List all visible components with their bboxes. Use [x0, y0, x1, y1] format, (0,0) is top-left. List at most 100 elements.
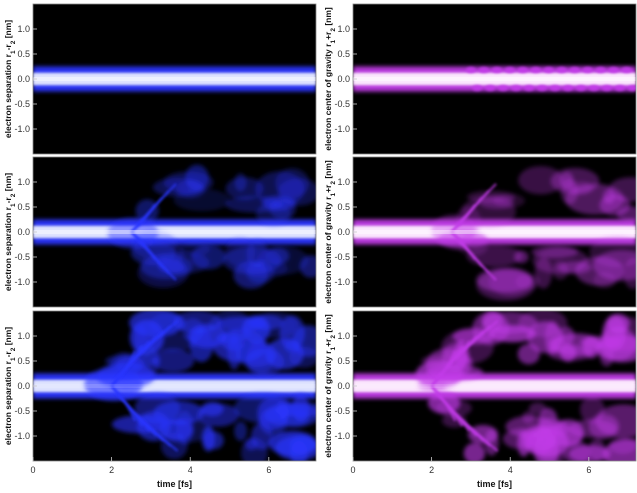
center-line: [353, 384, 636, 388]
center-line: [353, 230, 636, 234]
wavepacket-streak: [245, 438, 258, 451]
y-tick-label: -1.0: [334, 277, 350, 287]
x-tick-label: 0: [350, 465, 355, 475]
wavepacket-streak: [200, 401, 224, 417]
wavepacket-streak: [284, 339, 301, 354]
wavepacket-streak: [149, 312, 187, 335]
wavepacket-streak: [246, 342, 275, 375]
heatmap-panel-r3-c1: [32, 310, 317, 462]
oscillation-lobe: [550, 85, 561, 91]
heatmap-panel-r1-c2: [352, 3, 637, 155]
wavepacket-fan-line: [450, 231, 497, 281]
y-tick-label: -1.0: [14, 431, 30, 441]
y-tick-label: -1.0: [334, 431, 350, 441]
y-tick-label: -0.5: [334, 406, 350, 416]
oscillation-lobe: [498, 85, 509, 91]
x-tick-label: 6: [586, 465, 591, 475]
y-tick-label: 0.0: [17, 227, 30, 237]
y-tick-label: 0.5: [17, 356, 30, 366]
wavepacket-streak: [608, 177, 636, 202]
heatmap-panel-r3-c2: [352, 310, 637, 462]
wavepacket-streak: [518, 311, 568, 338]
wavepacket-streak: [493, 193, 525, 208]
oscillation-lobe: [504, 67, 515, 73]
oscillation-lobe: [627, 85, 636, 91]
wavepacket-streak: [151, 348, 195, 373]
wavepacket-streak: [438, 229, 488, 250]
y-axis-label: electron center of gravity r1+r2 [nm]: [323, 160, 337, 304]
wavepacket-streak: [246, 261, 275, 284]
wavepacket-streak: [552, 261, 569, 280]
oscillation-lobe: [621, 67, 632, 73]
x-axis-label: time [fs]: [477, 479, 512, 489]
oscillation-lobe: [530, 67, 541, 73]
y-tick-label: -0.5: [14, 99, 30, 109]
y-tick-label: -1.0: [334, 124, 350, 134]
wavepacket-fan-line: [450, 183, 497, 233]
y-tick-label: 0.0: [337, 74, 350, 84]
oscillation-lobe: [582, 67, 593, 73]
y-tick-label: 0.0: [337, 381, 350, 391]
y-tick-label: -0.5: [14, 252, 30, 262]
wavepacket-fan-line: [430, 385, 499, 452]
wavepacket-streak: [203, 431, 224, 450]
x-tick-label: 4: [508, 465, 513, 475]
oscillation-lobe: [569, 67, 580, 73]
wavepacket-streak: [582, 335, 601, 359]
center-line: [33, 384, 316, 388]
y-tick-label: 0.5: [337, 202, 350, 212]
center-line: [33, 77, 316, 81]
wavepacket-fan-line: [130, 183, 177, 233]
wavepacket-streak: [568, 181, 593, 195]
heatmap-panel-r2-c2: [352, 156, 637, 308]
y-tick-label: 0.5: [337, 356, 350, 366]
oscillation-lobe: [588, 85, 599, 91]
oscillation-lobe: [537, 85, 548, 91]
oscillation-lobe: [478, 67, 489, 73]
center-line: [353, 77, 636, 81]
wavepacket-streak: [131, 229, 177, 259]
oscillation-lobe: [563, 85, 574, 91]
y-axis-label: electron separation r1-r2 [nm]: [3, 327, 17, 445]
heatmap-panel-r2-c1: [32, 156, 317, 308]
wavepacket-streak: [275, 435, 316, 461]
wavepacket-streak: [152, 177, 204, 197]
main-band-core: [33, 72, 316, 86]
center-line: [33, 230, 316, 234]
y-tick-label: 1.0: [17, 177, 30, 187]
y-tick-label: -1.0: [14, 124, 30, 134]
oscillation-lobe: [472, 85, 483, 91]
y-tick-label: -1.0: [14, 277, 30, 287]
y-tick-label: -0.5: [334, 252, 350, 262]
wavepacket-streak: [179, 241, 211, 256]
y-tick-label: 1.0: [17, 24, 30, 34]
wavepacket-streak: [264, 402, 316, 428]
wavepacket-streak: [505, 415, 555, 438]
wavepacket-fan-line: [430, 320, 499, 387]
wavepacket-streak: [187, 323, 227, 349]
y-axis-label: electron separation r1-r2 [nm]: [3, 20, 17, 138]
wavepacket-fan-line: [110, 385, 179, 452]
y-tick-label: 0.0: [17, 381, 30, 391]
y-tick-label: 1.0: [17, 331, 30, 341]
y-tick-label: 0.5: [17, 49, 30, 59]
wavepacket-streak: [488, 267, 534, 296]
x-tick-label: 4: [188, 465, 193, 475]
y-tick-label: -0.5: [14, 406, 30, 416]
oscillation-lobe: [614, 85, 625, 91]
x-tick-label: 2: [109, 465, 114, 475]
y-tick-label: 1.0: [337, 177, 350, 187]
oscillation-lobe: [556, 67, 567, 73]
main-band-core: [353, 72, 636, 86]
wavepacket-streak: [595, 404, 636, 438]
oscillation-lobe: [491, 67, 502, 73]
wavepacket-fan-line: [130, 231, 177, 281]
y-tick-label: 0.0: [337, 227, 350, 237]
wavepacket-streak: [515, 273, 540, 290]
oscillation-lobe: [517, 67, 528, 73]
oscillation-lobe: [524, 85, 535, 91]
wavepacket-streak: [517, 343, 540, 365]
oscillation-lobe: [543, 67, 554, 73]
wavepacket-streak: [518, 166, 564, 195]
